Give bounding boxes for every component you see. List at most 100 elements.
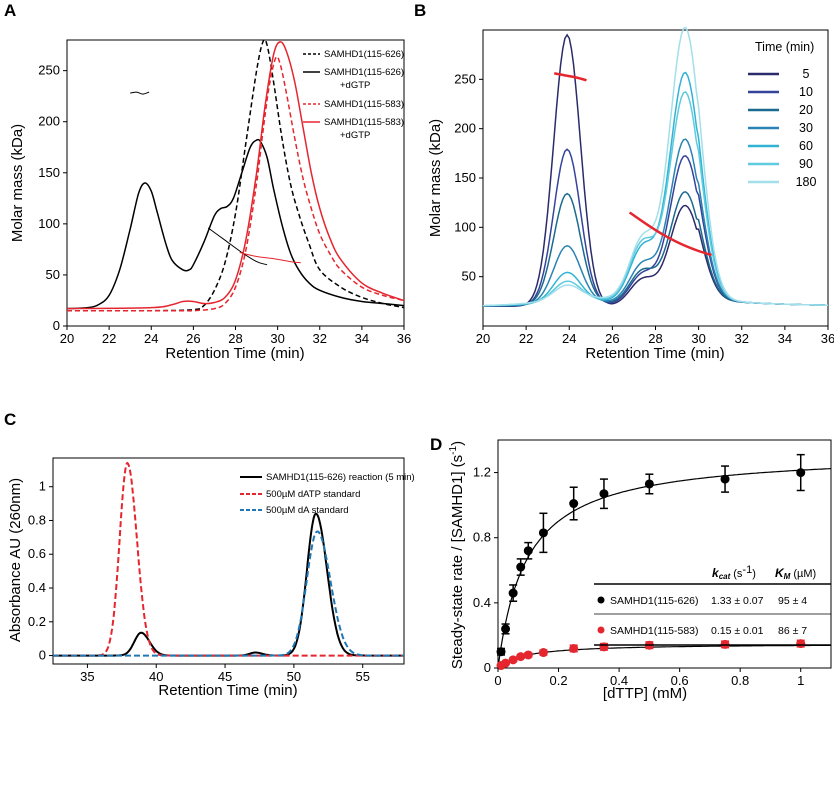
x-axis-label-b: Retention Time (min): [585, 345, 724, 362]
kcat-unit-end: ): [752, 568, 756, 580]
series-b-180: [482, 26, 828, 307]
data-point-d-2: [523, 650, 533, 660]
c-y-tick-label: 0: [39, 648, 46, 663]
plot-frame-c: [52, 457, 405, 665]
a-y-tick-label: 50: [46, 267, 60, 282]
data-point-d-2: [569, 643, 579, 653]
panel-d: D 0 0.2 0.4 0.6 0.8 1 00.40.81.2 [dTTP] (mM) …: [430, 435, 832, 702]
fit-curve-d-1: [497, 468, 832, 669]
x-ticks-c: 35 40 45 50 55: [80, 664, 370, 684]
legend-label-b-5: 5: [803, 67, 810, 81]
table-marker-row-1: [597, 596, 605, 604]
legend-label-c-3: 500µM dA standard: [266, 505, 349, 516]
b-x-tick-label: 32: [735, 331, 749, 346]
a-y-tick-label: 150: [38, 165, 60, 180]
x-axis-label-a: Retention Time (min): [165, 345, 304, 362]
a-y-tick-label: 0: [53, 318, 60, 333]
d-x-tick-label: 1: [797, 673, 804, 688]
legend-label-a-2: SAMHD1(115-626): [324, 67, 404, 78]
legend-label-a-3: SAMHD1(115-583): [324, 99, 404, 110]
kcat-unit-sup: -1: [742, 564, 752, 576]
plot-area-a: [66, 38, 405, 312]
b-x-tick-label: 22: [519, 331, 533, 346]
b-x-tick-label: 34: [778, 331, 792, 346]
series-b-20: [483, 191, 828, 307]
series-a-6: [207, 227, 268, 266]
d-x-tick-label: 0.2: [550, 673, 568, 688]
y-ticks-c: 0 0.2 0.4 0.6 0.8 1: [28, 479, 53, 663]
panel-letter-a: A: [4, 1, 16, 20]
a-y-tick-label: 100: [38, 216, 60, 231]
data-point-d-2: [538, 648, 548, 658]
legend-label-a-4b: +dGTP: [340, 130, 370, 141]
panel-letter-b: B: [414, 1, 426, 20]
series-a-3: [67, 55, 405, 312]
data-point-d-1: [796, 468, 806, 478]
y-ticks-b: 50 100 150 200 250: [454, 71, 483, 284]
kcat-unit: (s: [733, 568, 743, 580]
kcat-symbol: k: [712, 566, 720, 580]
legend-label-c-1: SAMHD1(115-626) reaction (5 min): [266, 472, 415, 483]
c-x-tick-label: 35: [80, 669, 94, 684]
data-point-d-1: [523, 546, 533, 556]
legend-label-b-20: 20: [799, 103, 813, 117]
b-y-tick-label: 250: [454, 71, 476, 86]
y-axis-label-d-end: ): [449, 441, 466, 446]
legend-label-c-2: 500µM dATP standard: [266, 489, 360, 500]
a-x-tick-label: 34: [355, 331, 369, 346]
table-row-1-label: SAMHD1(115-626): [610, 595, 699, 607]
table-row-2-km: 86 ± 7: [778, 625, 807, 637]
table-row-2-kcat: 0.15 ± 0.01: [711, 625, 764, 637]
x-axis-label-d: [dTTP] (mM): [603, 685, 687, 702]
x-axis-label-c: Retention Time (min): [158, 682, 297, 699]
legend-label-b-90: 90: [799, 157, 813, 171]
c-y-tick-label: 0.8: [28, 512, 46, 527]
y-axis-label-c: Absorbance AU (260nm): [7, 478, 24, 642]
legend-b: Time (min) 5 10 20 30 60 90 180: [748, 40, 816, 189]
x-ticks-a: 20 22 24 26 28 30 32 34 36: [60, 326, 411, 346]
table-marker-row-2: [597, 626, 605, 634]
b-x-tick-label: 24: [562, 331, 576, 346]
d-y-tick-label: 0.4: [473, 595, 491, 610]
b-y-tick-label: 150: [454, 170, 476, 185]
series-a-7: [239, 252, 301, 264]
b-y-tick-label: 200: [454, 121, 476, 136]
kinetics-table: kcat (s-1) KM (µM) SAMHD1(115-626) 1.33 ± …: [594, 564, 831, 646]
d-x-tick-label: 0.6: [671, 673, 689, 688]
data-point-d-2: [501, 658, 511, 668]
legend-label-b-180: 180: [796, 175, 817, 189]
legend-label-b-10: 10: [799, 85, 813, 99]
table-row-1-kcat: 1.33 ± 0.07: [711, 595, 764, 607]
data-point-d-2: [599, 642, 609, 652]
data-point-d-2: [796, 639, 806, 649]
data-point-d-1: [720, 474, 730, 484]
data-point-d-2: [516, 652, 526, 662]
c-x-tick-label: 55: [355, 669, 369, 684]
a-x-tick-label: 32: [313, 331, 327, 346]
table-row-2-label: SAMHD1(115-583): [610, 625, 699, 637]
x-ticks-d: 0 0.2 0.4 0.6 0.8 1: [494, 668, 804, 688]
plot-area-b: [482, 26, 828, 308]
data-point-d-1: [569, 499, 579, 509]
d-x-tick-label: 0: [494, 673, 501, 688]
panel-letter-d: D: [430, 435, 442, 454]
series-a-4: [66, 41, 405, 310]
km-sub: M: [784, 572, 791, 581]
a-y-tick-label: 250: [38, 63, 60, 78]
a-x-tick-label: 30: [270, 331, 284, 346]
legend-title-b: Time (min): [755, 40, 814, 54]
panel-c: C 35 40 45 50 55 0 0.2 0.4 0.6 0.8 1 Retention Ti…: [4, 410, 415, 699]
mass-trace-b-2: [628, 211, 712, 257]
a-x-tick-label: 28: [228, 331, 242, 346]
series-a-5: [130, 91, 150, 95]
legend-label-b-30: 30: [799, 121, 813, 135]
y-ticks-a: 0 50 100 150 200 250: [38, 63, 67, 333]
series-c-1: [53, 512, 404, 657]
a-x-tick-label: 22: [102, 331, 116, 346]
c-x-tick-label: 45: [218, 669, 232, 684]
data-point-d-1: [496, 647, 506, 657]
series-c-3: [53, 530, 404, 657]
a-y-tick-label: 200: [38, 114, 60, 129]
plot-area-c: [53, 461, 404, 657]
